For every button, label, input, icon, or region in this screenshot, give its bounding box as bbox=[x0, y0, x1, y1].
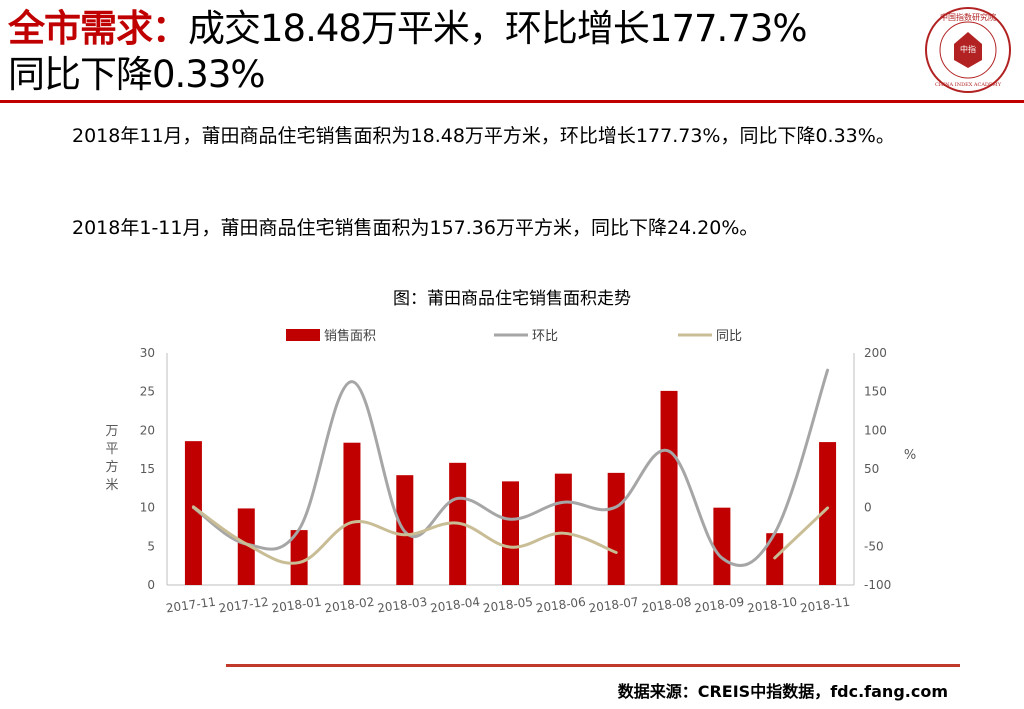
logo-ring-text: 中国指数研究院 bbox=[940, 12, 996, 22]
x-tick-label: 2018-01 bbox=[271, 595, 323, 616]
legend-label: 环比 bbox=[532, 329, 558, 344]
x-tick-label: 2018-06 bbox=[535, 595, 587, 616]
bar bbox=[819, 442, 837, 585]
title-line2: 同比下降0.33% bbox=[8, 53, 266, 96]
y-tick-label: 30 bbox=[140, 346, 155, 360]
y-axis-label: 方 bbox=[105, 459, 118, 475]
x-tick-label: 2017-12 bbox=[218, 595, 270, 616]
chart-title: 图：莆田商品住宅销售面积走势 bbox=[393, 289, 631, 309]
paragraph-ytd: 2018年1-11月，莆田商品住宅销售面积为157.36万平方米，同比下降24.… bbox=[72, 217, 759, 239]
y-axis-label: 米 bbox=[105, 478, 118, 493]
x-tick-label: 2018-05 bbox=[482, 595, 534, 616]
y-tick-label: 10 bbox=[140, 501, 155, 515]
bar bbox=[660, 390, 678, 585]
y2-tick-label: 50 bbox=[864, 462, 879, 476]
legend-swatch bbox=[286, 329, 320, 341]
page-header: 全市需求：成交18.48万平米，环比增长177.73% 同比下降0.33% bbox=[8, 6, 908, 98]
bar bbox=[343, 442, 361, 585]
y2-tick-label: 0 bbox=[864, 501, 872, 515]
y-tick-label: 15 bbox=[140, 462, 155, 476]
y2-tick-label: 200 bbox=[864, 346, 887, 360]
x-tick-label: 2018-11 bbox=[799, 595, 851, 616]
paragraph-monthly: 2018年11月，莆田商品住宅销售面积为18.48万平方米，环比增长177.73… bbox=[72, 125, 895, 147]
bar bbox=[607, 472, 625, 585]
x-tick-label: 2018-08 bbox=[641, 595, 693, 616]
series-line-mom bbox=[191, 368, 830, 568]
data-source: 数据来源：CREIS中指数据，fdc.fang.com bbox=[617, 682, 948, 701]
logo-center-text: 中指 bbox=[960, 44, 976, 54]
y-tick-label: 20 bbox=[140, 423, 155, 437]
bar bbox=[554, 473, 572, 585]
legend-label: 同比 bbox=[716, 329, 742, 344]
sales-area-chart: 0 5 10 15 20 25 30 -100 -50 0 50 100 150 200 万平方米% 2017… bbox=[105, 328, 916, 616]
series-line-yoy bbox=[773, 506, 830, 560]
series-line-yoy bbox=[191, 505, 618, 565]
title-keyword: 全市需求： bbox=[8, 7, 189, 50]
x-tick-label: 2018-02 bbox=[324, 595, 376, 616]
bar bbox=[184, 441, 202, 585]
source-divider bbox=[226, 664, 960, 667]
x-tick-label: 2017-11 bbox=[165, 595, 217, 616]
x-tick-label: 2018-07 bbox=[588, 595, 640, 616]
bar bbox=[237, 508, 255, 585]
x-tick-label: 2018-10 bbox=[746, 595, 798, 616]
page-title: 全市需求：成交18.48万平米，环比增长177.73% 同比下降0.33% bbox=[8, 6, 908, 98]
logo-ring-en: CHINA INDEX ACADEMY bbox=[935, 82, 1002, 88]
y2-axis-label: % bbox=[904, 448, 916, 463]
y2-tick-label: 150 bbox=[864, 385, 887, 399]
bar bbox=[713, 507, 731, 585]
bar bbox=[290, 530, 308, 585]
x-tick-label: 2018-04 bbox=[429, 595, 481, 616]
y-tick-label: 25 bbox=[140, 385, 155, 399]
title-rest: 成交18.48万平米，环比增长177.73% bbox=[188, 7, 808, 50]
y2-tick-label: -100 bbox=[864, 578, 891, 592]
y-tick-label: 0 bbox=[147, 578, 155, 592]
x-tick-label: 2018-09 bbox=[694, 595, 746, 616]
bar bbox=[502, 481, 519, 585]
china-index-academy-logo: 中指 中国指数研究院 CHINA INDEX ACADEMY bbox=[925, 7, 1011, 93]
y-axis-label: 平 bbox=[105, 442, 118, 457]
y-axis-label: 万 bbox=[105, 424, 118, 439]
legend-label: 销售面积 bbox=[324, 328, 376, 344]
y2-tick-label: -50 bbox=[864, 539, 884, 553]
x-tick-label: 2018-03 bbox=[376, 595, 428, 616]
y-tick-label: 5 bbox=[147, 539, 155, 553]
y2-tick-label: 100 bbox=[864, 423, 887, 437]
title-divider bbox=[0, 100, 1024, 103]
